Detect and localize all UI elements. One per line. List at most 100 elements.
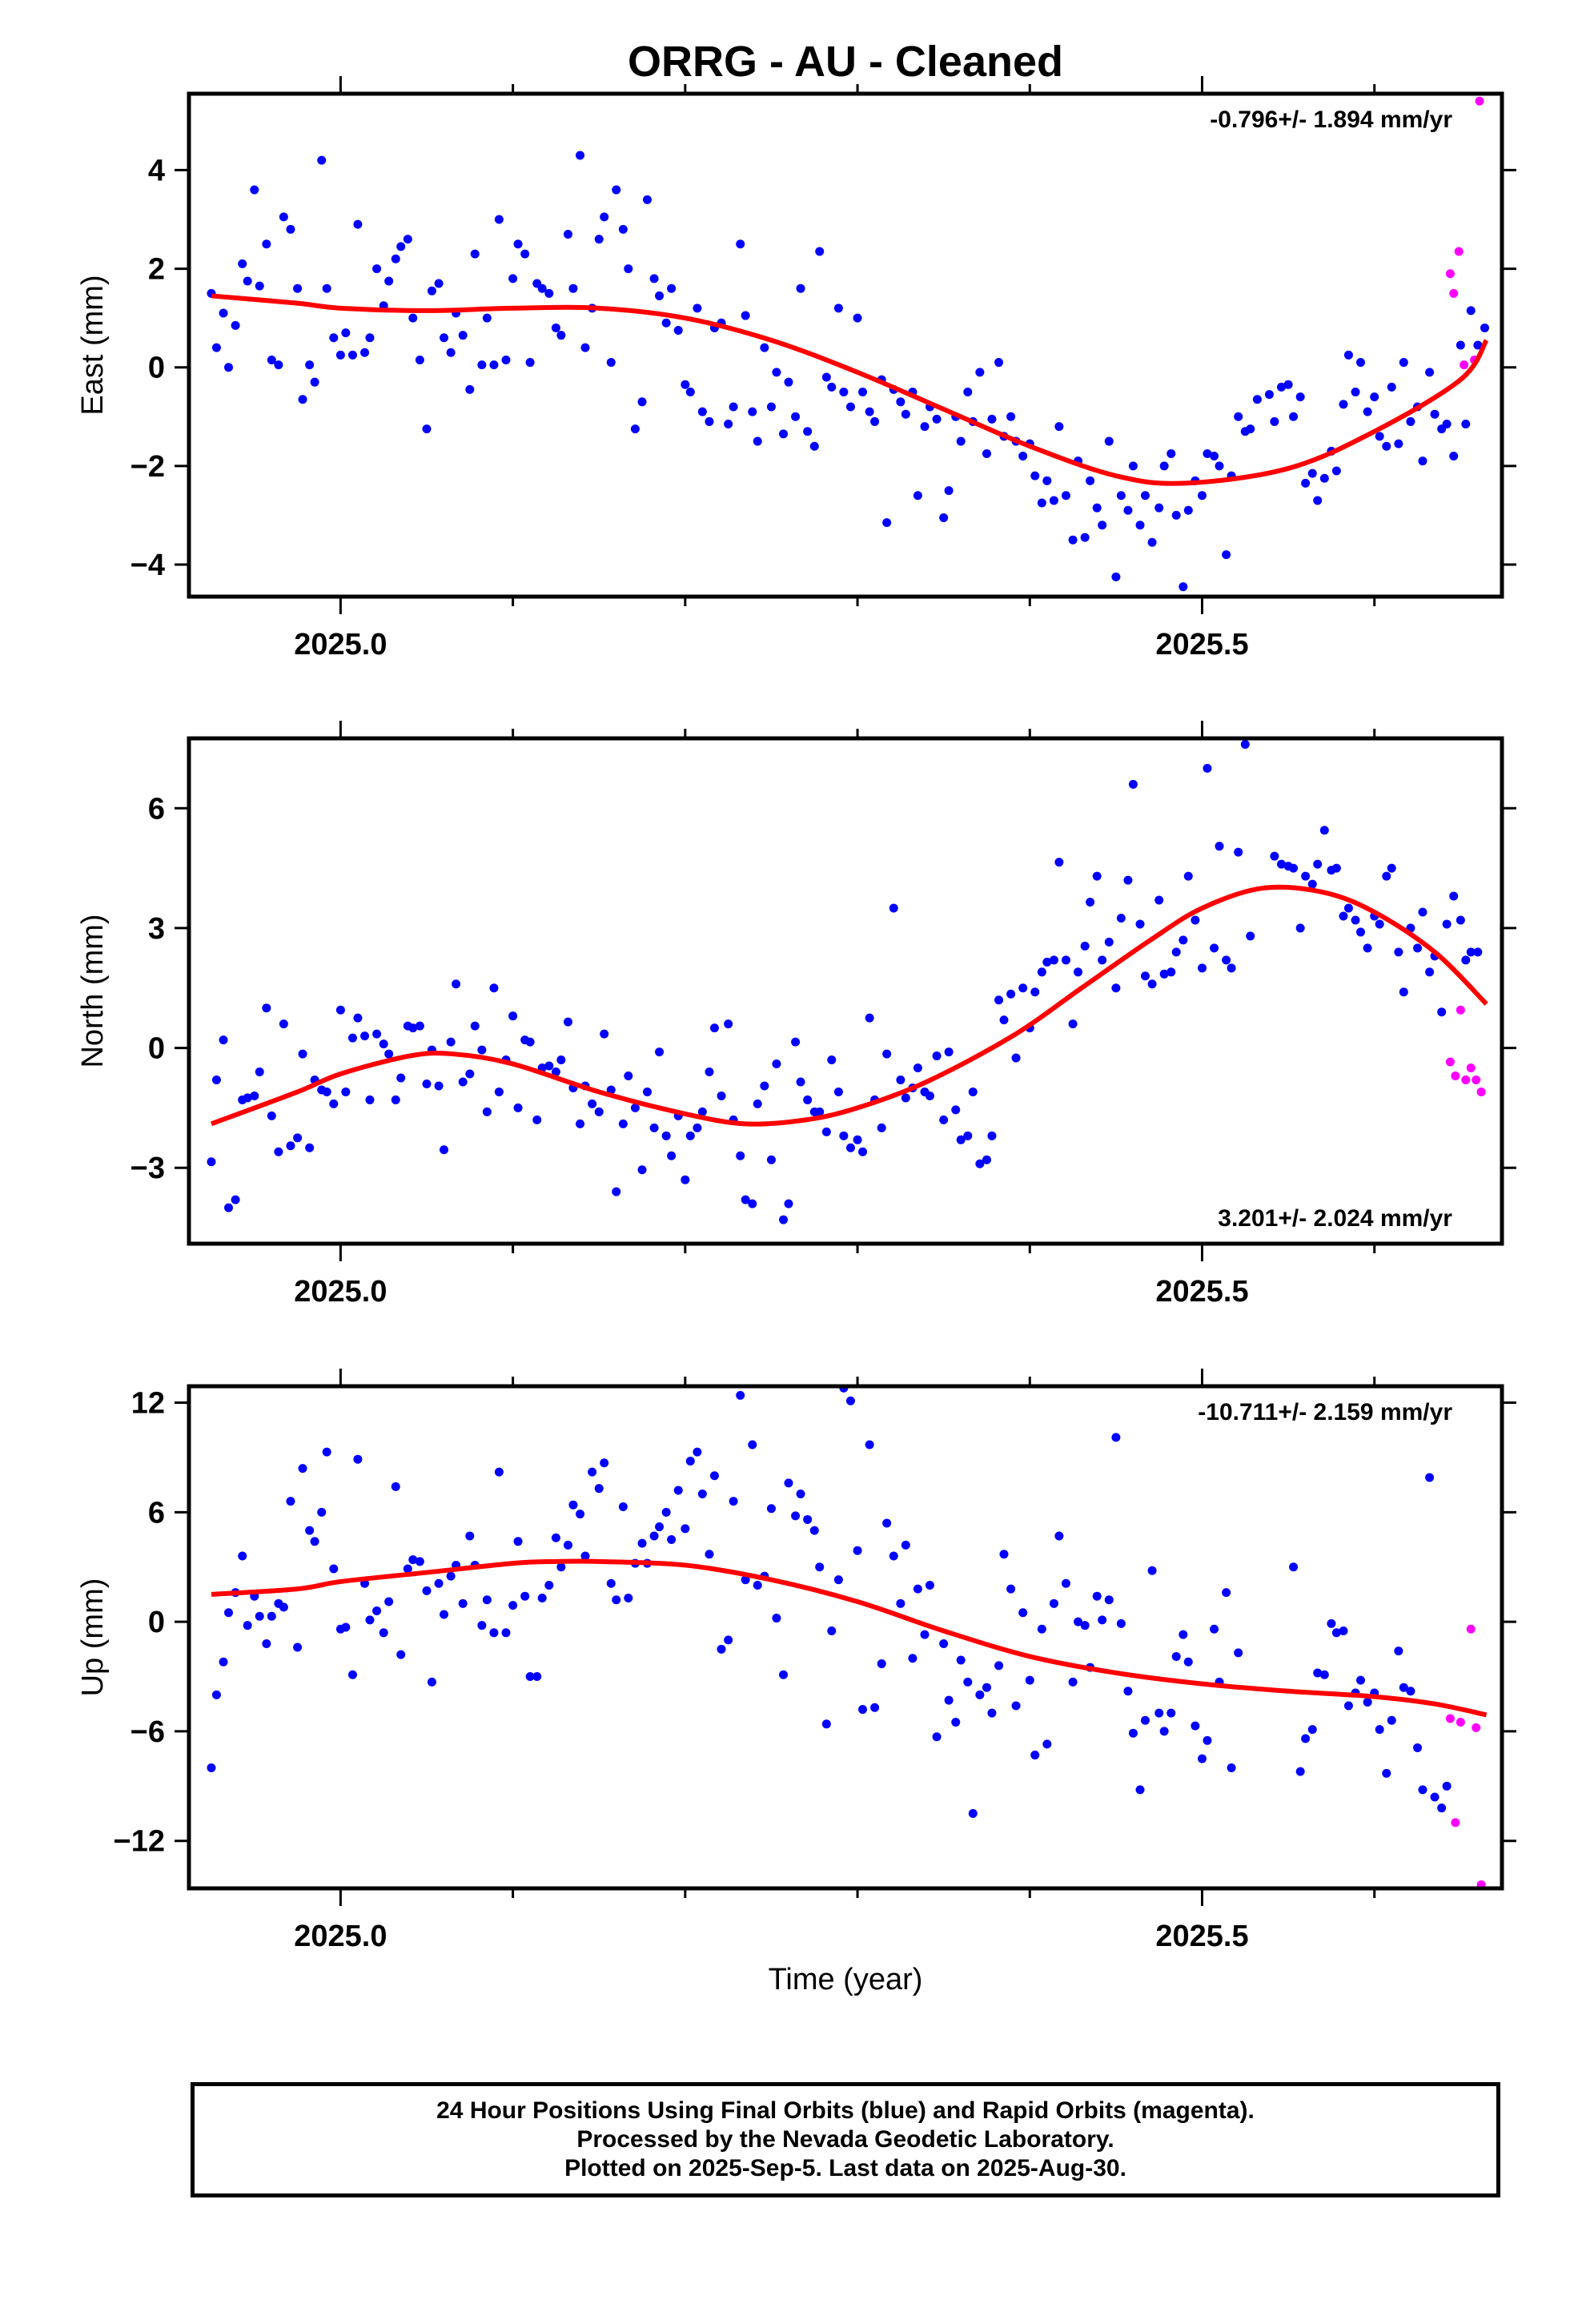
final-point [513,1537,523,1546]
final-point [415,355,424,364]
final-point [612,1595,621,1605]
final-point [1203,763,1212,773]
final-point [1104,937,1114,947]
final-point [556,1562,566,1572]
final-point [520,249,530,259]
final-point [649,1531,659,1541]
final-point [784,377,793,387]
plot-frame [187,736,1504,1246]
final-point [815,1107,825,1116]
final-point [427,1677,436,1687]
final-point [440,1145,449,1155]
final-point [1054,858,1064,867]
final-point [1382,871,1391,881]
final-point [298,1464,307,1474]
final-point [877,1659,886,1669]
final-point [896,397,905,407]
final-point [477,1621,487,1630]
final-point [833,1087,843,1096]
final-point [1227,1763,1236,1773]
rapid-point [1456,1005,1465,1015]
rapid-point [1476,1880,1486,1888]
final-point [1025,1675,1034,1685]
final-point [1461,420,1471,429]
final-point [329,1564,339,1574]
final-point [408,313,418,323]
final-point [606,1085,616,1095]
final-point [833,1575,843,1585]
final-point [403,235,412,244]
final-point [821,1127,831,1136]
final-point [600,1029,609,1039]
final-point [1210,1624,1219,1634]
final-point [347,1670,357,1679]
final-point [796,283,805,293]
final-point [932,1051,942,1061]
final-point [482,313,492,323]
final-point [513,239,523,249]
final-point [594,1107,604,1116]
final-point [1166,1708,1176,1718]
final-point [1128,461,1138,471]
final-point [821,372,831,382]
final-point [422,1586,432,1595]
final-point [224,363,234,372]
final-point [845,1143,855,1152]
final-point [286,1497,295,1506]
rapid-point [1472,1723,1481,1732]
final-point [537,283,547,293]
final-point [1068,1019,1078,1029]
final-point [1030,1751,1040,1760]
final-point [655,291,665,300]
final-point [697,1490,707,1499]
final-point [379,1039,388,1049]
final-point [1351,915,1360,925]
final-point [815,247,825,256]
final-point [563,229,572,239]
final-point [908,1654,917,1663]
final-point [1030,471,1040,480]
final-point [1370,392,1379,402]
final-point [693,1123,702,1132]
final-point [766,402,776,412]
final-point [576,1119,585,1128]
final-point [709,1471,719,1481]
final-point [791,412,801,421]
final-point [305,1526,315,1535]
final-point [1135,919,1145,929]
final-point [347,1033,357,1043]
final-point [982,1683,991,1692]
final-point [858,387,868,396]
final-point [1104,436,1114,446]
final-point [482,1595,492,1605]
final-point [913,491,922,501]
final-point [994,358,1004,368]
final-point [347,350,357,360]
final-point [685,1456,695,1466]
final-point [1203,1735,1212,1745]
final-point [1018,452,1028,461]
final-point [1183,505,1193,515]
final-point [1425,967,1435,977]
final-point [250,185,259,195]
final-point [1382,1768,1391,1778]
final-point [779,429,789,439]
final-point [465,1531,475,1541]
final-point [920,1630,930,1639]
final-point [705,1068,714,1077]
final-point [796,1077,805,1087]
final-point [1319,826,1329,835]
y-tick-label: 3 [148,912,165,946]
final-point [1394,1647,1403,1656]
final-point [1442,420,1452,429]
final-point [865,1440,874,1449]
final-point [1387,863,1396,873]
final-point [1147,537,1157,547]
final-point [1178,582,1188,592]
final-point [262,1003,271,1013]
final-point [1061,955,1070,965]
final-point [594,1484,604,1494]
final-point [1116,1618,1126,1628]
final-point [489,983,499,993]
x-tick-label: 2025.5 [1155,1275,1248,1309]
